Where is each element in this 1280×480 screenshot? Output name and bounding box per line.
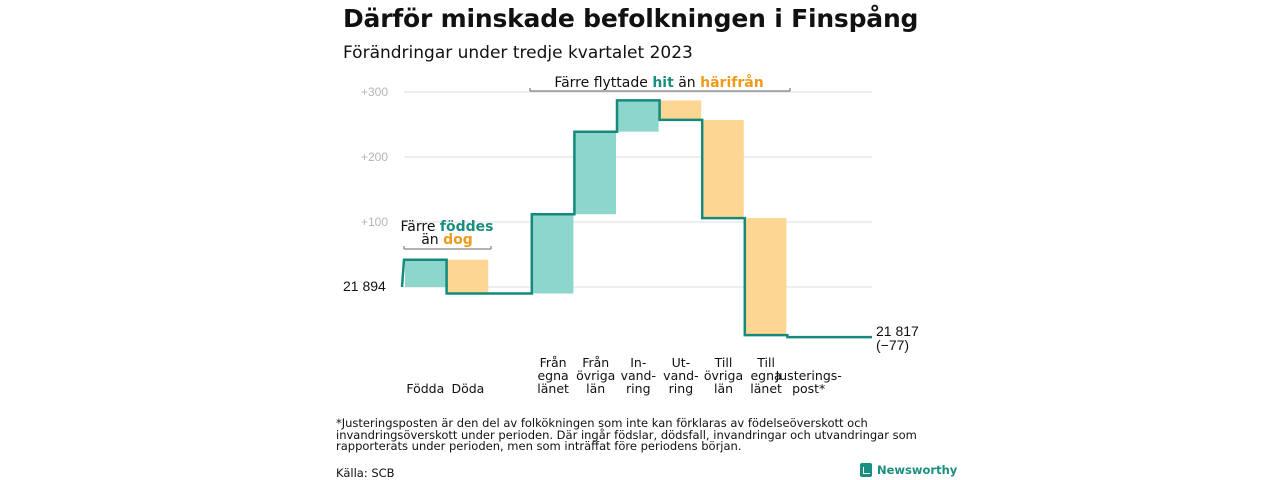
category-label: Födda [406,381,444,396]
end-change-label: (−77) [876,337,909,353]
waterfall-bar [745,218,787,336]
annotation-births-line2: än dog [421,232,473,248]
category-label: egna [750,368,781,383]
newsworthy-logo-icon [860,463,872,477]
chart-subtitle: Förändringar under tredje kvartalet 2023 [343,43,693,63]
category-label: län [714,381,733,396]
category-label: länet [537,381,569,396]
waterfall-bar [618,100,659,132]
y-tick-label: +200 [361,150,388,164]
category-label: Justerings- [775,368,842,383]
category-label: post* [792,381,825,396]
category-label: ring [669,381,693,396]
category-label: övriga [576,368,615,383]
end-value-label: 21 817 [876,323,919,339]
y-tick-label: +300 [361,85,388,99]
annotation-births-line1: Färre föddes [401,219,494,235]
category-label: Döda [451,381,484,396]
brand-logo[interactable]: Newsworthy [860,463,957,477]
waterfall-bar [532,214,574,294]
category-label: Till [714,355,733,370]
start-value-label: 21 894 [343,278,386,294]
waterfall-bar [447,259,489,294]
category-label: län [586,381,605,396]
brand-name: Newsworthy [877,463,958,477]
footnote: *Justeringsposten är den del av folkökni… [336,416,917,453]
category-label: vand- [663,368,698,383]
waterfall-bar [575,131,616,215]
category-label: Från [540,355,567,370]
waterfall-bar [660,100,702,120]
category-label: Från [582,355,609,370]
category-label: övriga [704,368,743,383]
category-label: In- [630,355,646,370]
category-label: ring [626,381,650,396]
waterfall-bar [405,259,446,287]
category-label: egna [537,368,568,383]
category-label: Till [756,355,775,370]
waterfall-bar [703,119,744,219]
category-label: länet [750,381,782,396]
y-tick-label: +100 [361,215,388,229]
category-label: Ut- [672,355,691,370]
cumulative-line [400,99,872,339]
category-label: vand- [621,368,656,383]
source-credit: Källa: SCB [336,466,395,480]
annotation-migration: Färre flyttade hit än härifrån [554,74,763,91]
chart-title: Därför minskade befolkningen i Finspång [343,4,919,33]
